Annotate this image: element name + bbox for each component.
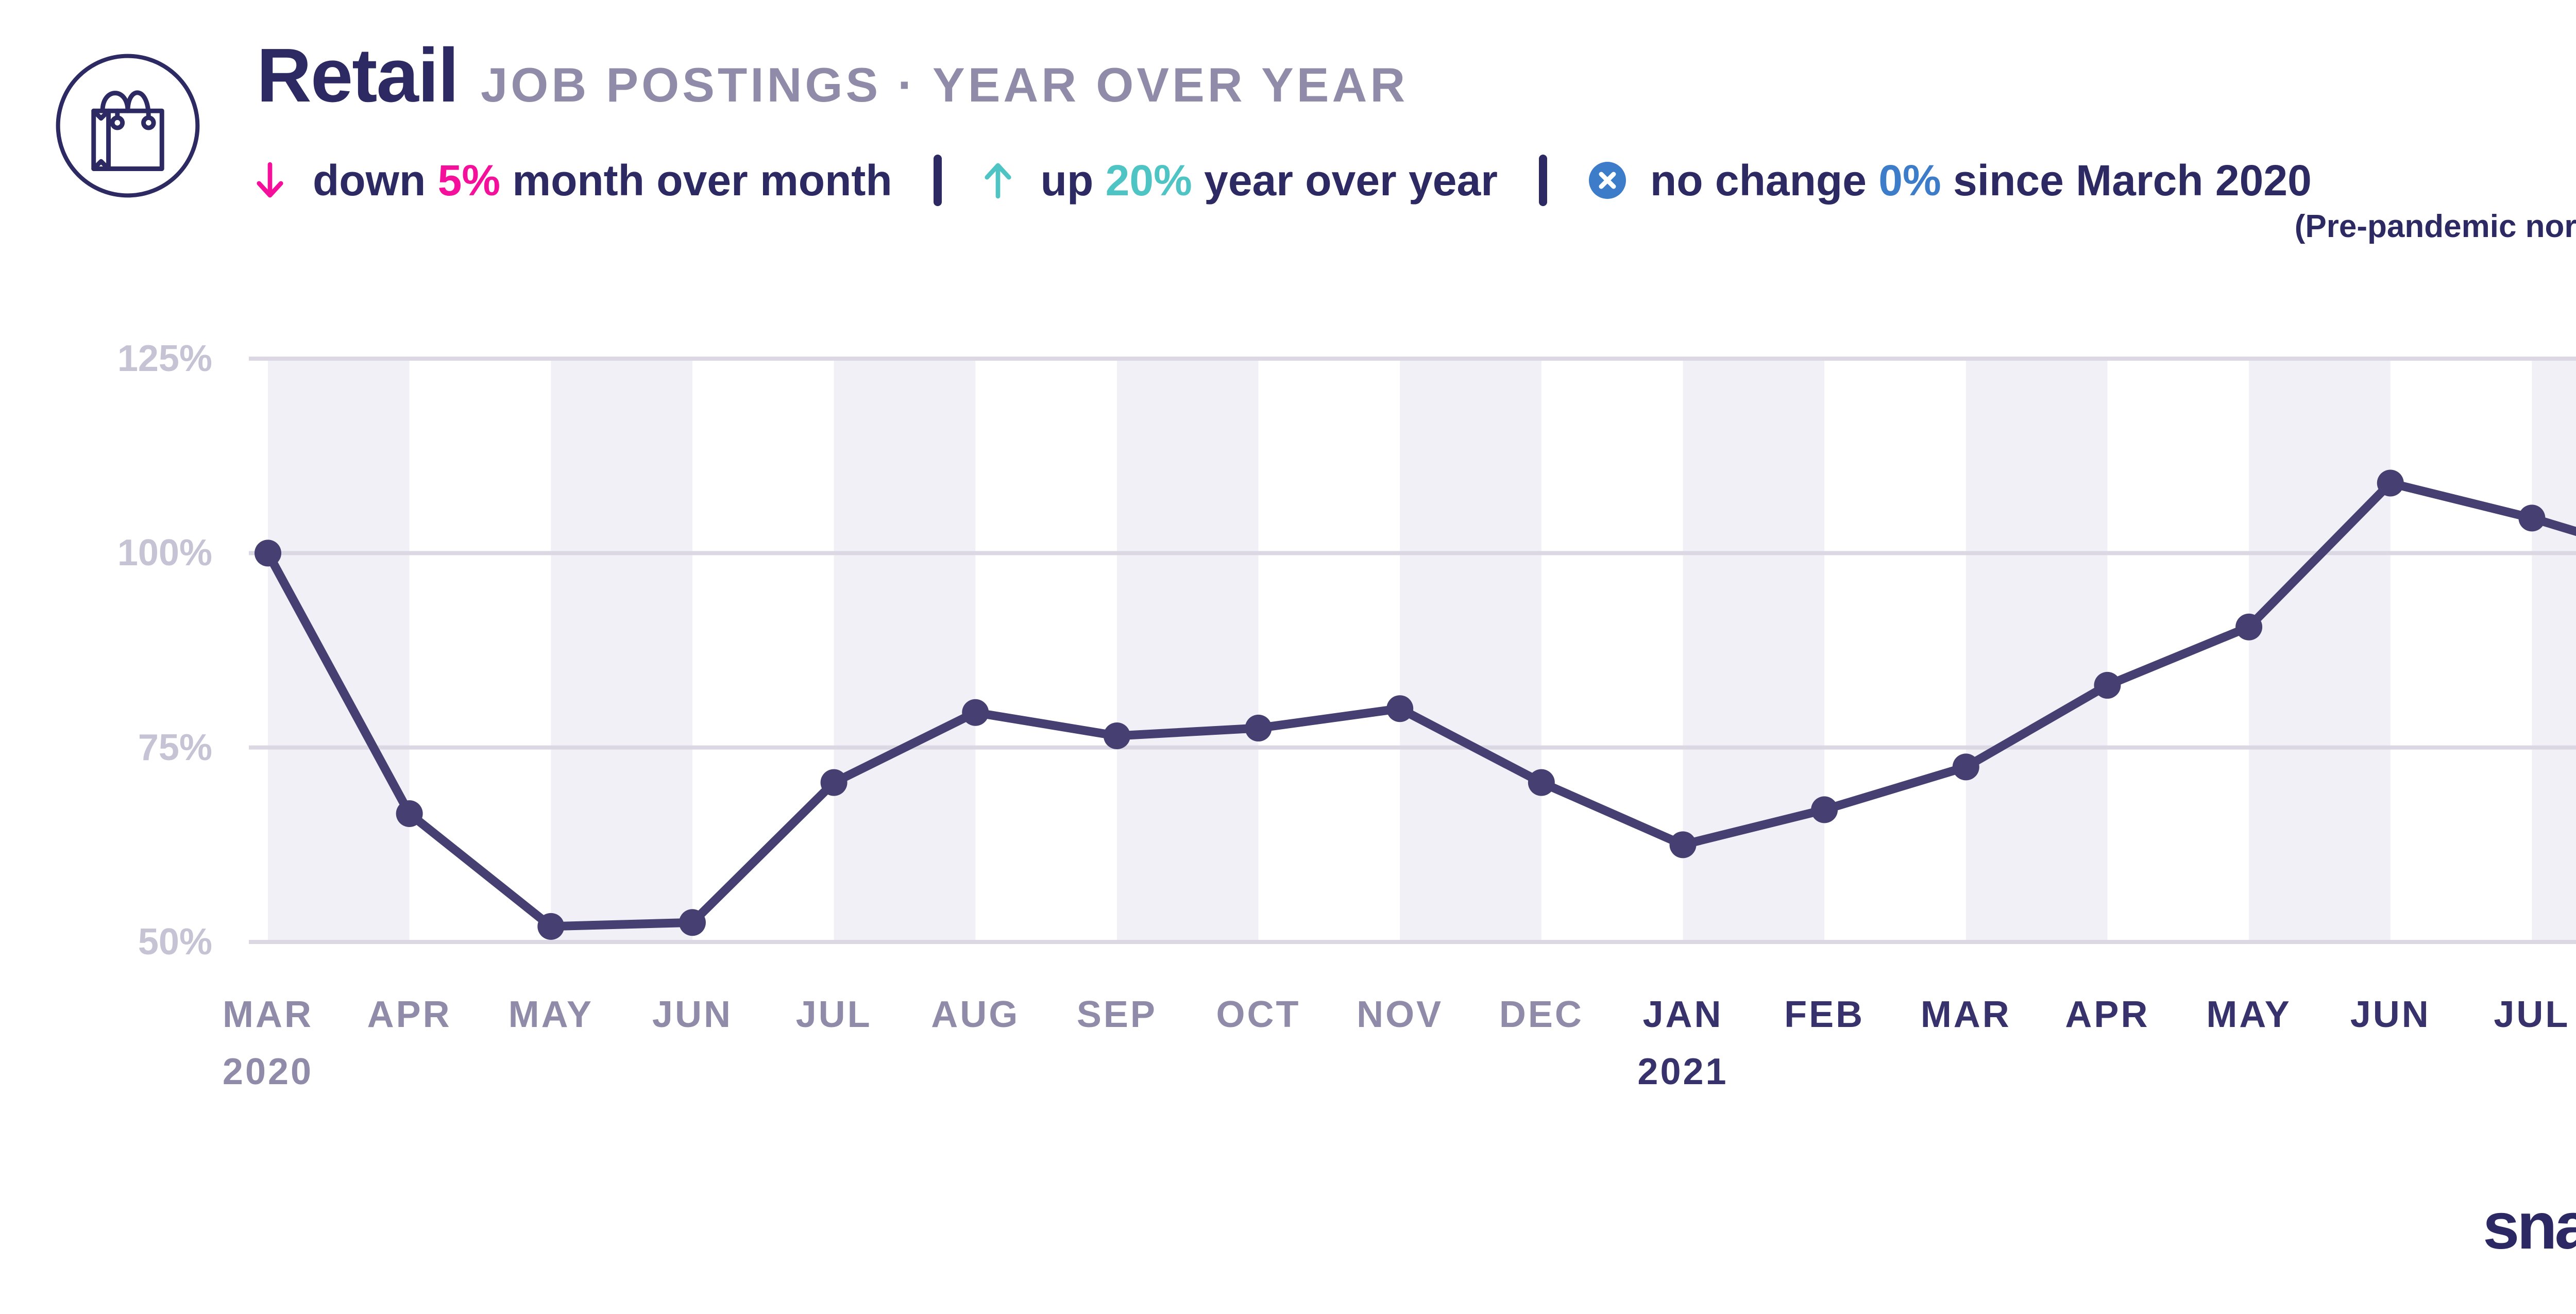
stat-prefix: down	[313, 156, 426, 205]
arrow-up-icon	[985, 163, 1011, 199]
x-axis-label: SEP	[1076, 994, 1157, 1035]
data-point	[1669, 831, 1697, 858]
x-axis-label: AUG	[931, 994, 1020, 1035]
data-point	[2094, 671, 2121, 699]
stat-suffix: since March 2020	[1953, 156, 2312, 205]
arrow-down-icon	[257, 162, 283, 198]
stats-divider	[1538, 155, 1547, 206]
stat-year-over-year: up 20% year over year	[1041, 156, 1498, 206]
x-axis-label: MAR	[1920, 994, 2011, 1035]
stats-row: down 5% month over month up 20% year ove…	[255, 150, 2312, 210]
no-change-icon	[1588, 162, 1626, 199]
x-axis-label: DEC	[1499, 994, 1584, 1035]
data-point	[2377, 469, 2404, 497]
stat-suffix: year over year	[1204, 156, 1498, 205]
x-axis-year-label: 2020	[222, 1051, 314, 1092]
y-axis-tick-label: 75%	[138, 727, 212, 768]
stat-month-over-month: down 5% month over month	[313, 156, 892, 206]
plot-band	[1683, 361, 1825, 940]
plot-band	[268, 361, 410, 940]
y-axis-tick-label: 100%	[117, 532, 212, 574]
page-title: Retail	[257, 33, 459, 118]
stat-value: 0%	[1878, 156, 1941, 205]
snagajob-logo: snagajob®	[2483, 1188, 2576, 1264]
shopping-bag-icon	[54, 52, 202, 200]
x-axis-label: FEB	[1784, 994, 1865, 1035]
y-axis-tick-label: 125%	[117, 338, 212, 379]
stat-prefix: no change	[1650, 156, 1867, 205]
data-point	[396, 800, 423, 827]
page-subtitle: JOB POSTINGS · YEAR OVER YEAR	[481, 58, 1409, 112]
stat-suffix: month over month	[512, 156, 892, 205]
data-point	[2235, 613, 2263, 641]
x-axis-label: JUN	[652, 994, 733, 1035]
data-point	[679, 909, 706, 936]
trend-line	[263, 478, 2576, 931]
data-point	[1528, 769, 1555, 796]
header: Retail JOB POSTINGS · YEAR OVER YEAR	[257, 32, 1408, 120]
plot-band	[2532, 361, 2576, 940]
data-point	[962, 699, 989, 726]
x-axis-label: MAY	[2206, 994, 2292, 1035]
x-axis-label: APR	[367, 994, 452, 1035]
stat-since-baseline: no change 0% since March 2020	[1650, 156, 2312, 206]
data-point	[1103, 722, 1130, 750]
x-axis-label: JUL	[2494, 994, 2570, 1035]
data-point	[2518, 504, 2546, 532]
plot-band	[551, 361, 692, 940]
x-axis-label: MAY	[508, 994, 594, 1035]
x-axis-label: NOV	[1357, 994, 1444, 1035]
y-axis-tick-label: 50%	[138, 921, 212, 963]
x-axis-year-label: 2021	[1637, 1051, 1728, 1092]
x-axis-label: JUN	[2350, 994, 2431, 1035]
plot-band	[2249, 361, 2391, 940]
plot-band	[834, 361, 976, 940]
x-axis-label: JUL	[795, 994, 872, 1035]
data-point	[255, 540, 281, 567]
x-axis-label: MAR	[223, 994, 313, 1035]
stats-divider	[933, 155, 942, 206]
plot-band	[1116, 361, 1259, 940]
stat-value: 5%	[437, 156, 501, 205]
x-axis-label: JAN	[1642, 994, 1723, 1035]
data-point	[1386, 695, 1414, 722]
data-point	[1811, 796, 1838, 823]
plot-band	[1965, 361, 2108, 940]
data-point	[1245, 714, 1272, 742]
x-axis-label: OCT	[1216, 994, 1301, 1035]
plot-band	[1400, 361, 1541, 940]
stat-value: 20%	[1105, 156, 1192, 205]
data-point	[537, 913, 565, 940]
x-axis-label: APR	[2065, 994, 2150, 1035]
pre-pandemic-note: (Pre-pandemic normal)	[2294, 209, 2576, 244]
data-point	[820, 769, 848, 796]
logo-text: snagajob	[2483, 1189, 2576, 1263]
stat-prefix: up	[1040, 156, 1094, 205]
data-point	[1952, 753, 1979, 781]
